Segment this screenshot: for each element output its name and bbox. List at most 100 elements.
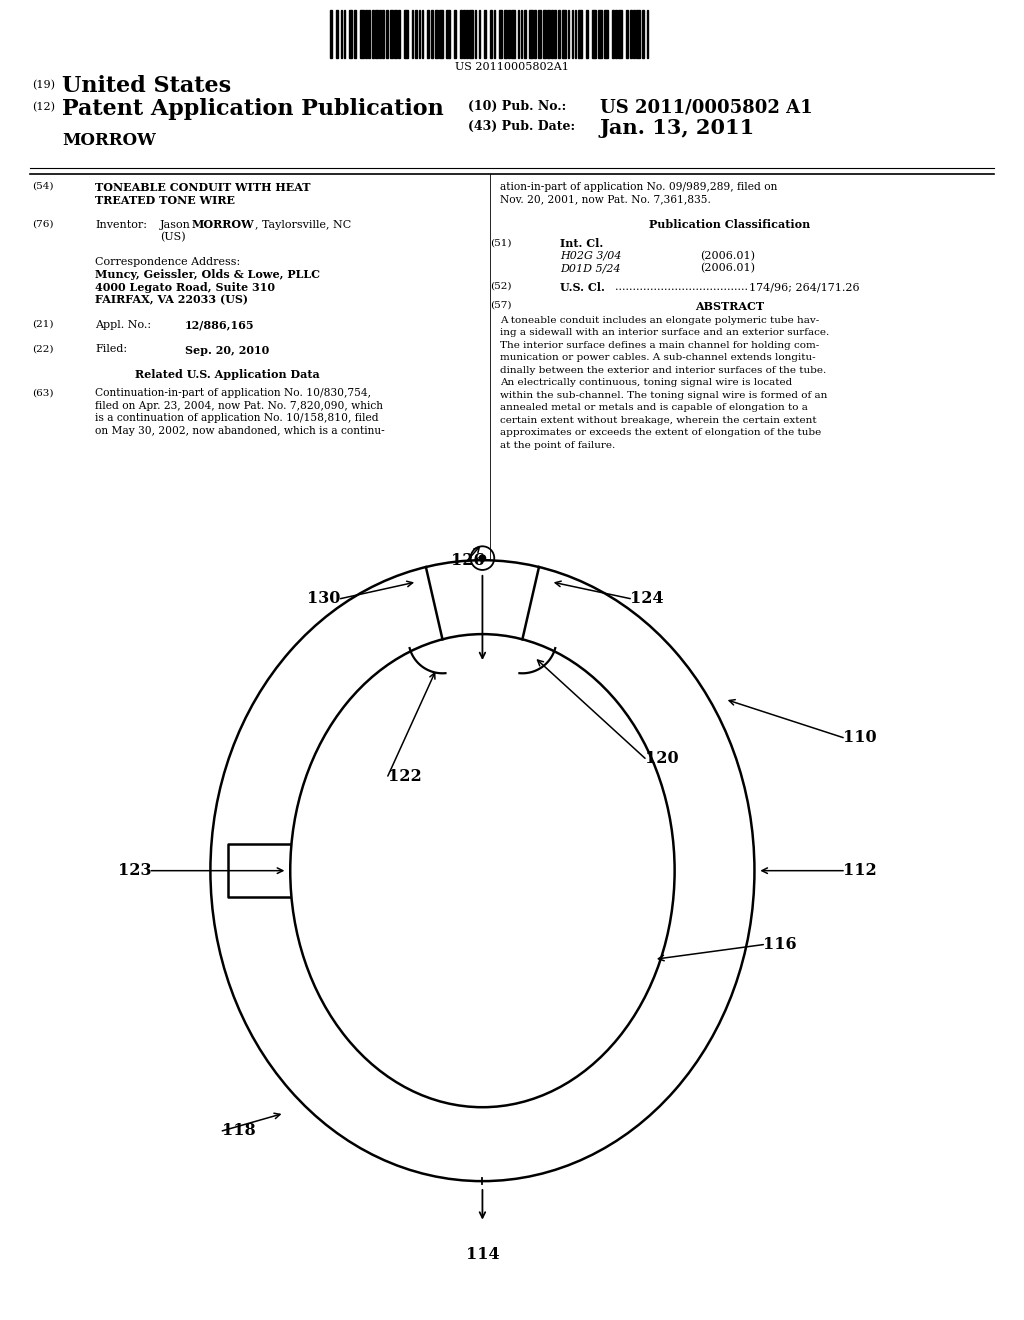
Text: 124: 124	[630, 590, 664, 607]
Text: ation-in-part of application No. 09/989,289, filed on: ation-in-part of application No. 09/989,…	[500, 182, 777, 191]
Bar	[547, 11, 550, 58]
Bar	[368, 11, 370, 58]
Text: Appl. No.:: Appl. No.:	[95, 319, 152, 330]
Text: D01D 5/24: D01D 5/24	[560, 263, 621, 273]
Text: (52): (52)	[490, 282, 512, 290]
Bar	[463, 11, 465, 58]
Bar	[558, 11, 559, 58]
Bar	[390, 11, 392, 58]
Text: TONEABLE CONDUIT WITH HEAT: TONEABLE CONDUIT WITH HEAT	[95, 182, 310, 193]
Text: (19): (19)	[32, 81, 55, 90]
Bar	[343, 11, 345, 58]
Bar	[626, 11, 628, 58]
Circle shape	[478, 554, 486, 562]
Text: Int. Cl.: Int. Cl.	[560, 238, 603, 249]
Bar	[466, 11, 468, 58]
Text: Jan. 13, 2011: Jan. 13, 2011	[600, 117, 756, 139]
Text: H02G 3/04: H02G 3/04	[560, 251, 622, 261]
Bar	[359, 11, 364, 58]
Bar	[341, 11, 342, 58]
Bar	[520, 11, 522, 58]
Bar	[484, 11, 485, 58]
Bar	[615, 11, 616, 58]
Bar	[435, 11, 437, 58]
Bar	[567, 11, 569, 58]
Bar	[439, 11, 443, 58]
Text: The interior surface defines a main channel for holding com-: The interior surface defines a main chan…	[500, 341, 819, 350]
Bar	[630, 11, 632, 58]
Text: Patent Application Publication: Patent Application Publication	[62, 98, 443, 120]
Bar	[469, 11, 473, 58]
Text: , Taylorsville, NC: , Taylorsville, NC	[255, 219, 351, 230]
Text: MORROW: MORROW	[193, 219, 255, 231]
Bar	[578, 11, 582, 58]
Text: 122: 122	[388, 767, 422, 784]
Text: 130: 130	[307, 590, 341, 607]
Text: annealed metal or metals and is capable of elongation to a: annealed metal or metals and is capable …	[500, 403, 808, 412]
Text: ABSTRACT: ABSTRACT	[695, 301, 765, 312]
Text: (2006.01): (2006.01)	[700, 251, 755, 261]
Bar	[336, 11, 338, 58]
Bar	[375, 11, 378, 58]
Text: (12): (12)	[32, 102, 55, 112]
Bar	[646, 11, 648, 58]
Text: Muncy, Geissler, Olds & Lowe, PLLC: Muncy, Geissler, Olds & Lowe, PLLC	[95, 269, 319, 281]
Bar	[517, 11, 519, 58]
Text: Continuation-in-part of application No. 10/830,754,: Continuation-in-part of application No. …	[95, 388, 371, 399]
Bar	[571, 11, 573, 58]
Bar	[538, 11, 541, 58]
Text: 12/886,165: 12/886,165	[185, 319, 255, 330]
Text: ......................................: ......................................	[615, 282, 748, 292]
Bar	[382, 11, 384, 58]
Bar	[633, 11, 635, 58]
Bar	[554, 11, 555, 58]
Bar	[398, 11, 399, 58]
Text: 112: 112	[843, 862, 877, 879]
Bar	[478, 11, 480, 58]
Bar	[604, 11, 608, 58]
Text: 114: 114	[466, 1246, 500, 1263]
Text: Jason: Jason	[160, 219, 195, 230]
Text: within the sub-channel. The toning signal wire is formed of an: within the sub-channel. The toning signa…	[500, 391, 827, 400]
Text: U.S. Cl.: U.S. Cl.	[560, 282, 605, 293]
Bar	[543, 11, 546, 58]
Text: US 2011/0005802 A1: US 2011/0005802 A1	[600, 98, 813, 116]
Text: (51): (51)	[490, 238, 512, 247]
Bar	[528, 11, 532, 58]
Bar	[422, 11, 423, 58]
Text: (63): (63)	[32, 388, 53, 397]
Text: Inventor:: Inventor:	[95, 219, 147, 230]
Text: approximates or exceeds the extent of elongation of the tube: approximates or exceeds the extent of el…	[500, 428, 821, 437]
Text: on May 30, 2002, now abandoned, which is a continu-: on May 30, 2002, now abandoned, which is…	[95, 426, 385, 436]
Bar	[636, 11, 640, 58]
Bar	[592, 11, 596, 58]
Text: (22): (22)	[32, 345, 53, 354]
Text: A toneable conduit includes an elongate polymeric tube hav-: A toneable conduit includes an elongate …	[500, 315, 819, 325]
Bar	[445, 11, 450, 58]
Bar	[511, 11, 515, 58]
Bar	[354, 11, 355, 58]
Text: filed on Apr. 23, 2004, now Pat. No. 7,820,090, which: filed on Apr. 23, 2004, now Pat. No. 7,8…	[95, 401, 383, 411]
Bar	[330, 11, 332, 58]
Text: (54): (54)	[32, 182, 53, 191]
Bar	[574, 11, 575, 58]
Text: certain extent without breakage, wherein the certain extent: certain extent without breakage, wherein…	[500, 416, 816, 425]
Bar	[372, 11, 374, 58]
Text: 126: 126	[451, 552, 484, 569]
Text: TREATED TONE WIRE: TREATED TONE WIRE	[95, 194, 234, 206]
Text: dinally between the exterior and interior surfaces of the tube.: dinally between the exterior and interio…	[500, 366, 826, 375]
Bar	[618, 11, 622, 58]
Text: (76): (76)	[32, 219, 53, 228]
Text: Publication Classification: Publication Classification	[649, 219, 811, 231]
Text: is a continuation of application No. 10/158,810, filed: is a continuation of application No. 10/…	[95, 413, 379, 424]
Text: (21): (21)	[32, 319, 53, 329]
Text: ing a sidewall with an interior surface and an exterior surface.: ing a sidewall with an interior surface …	[500, 329, 829, 337]
Bar	[551, 11, 553, 58]
Text: US 20110005802A1: US 20110005802A1	[455, 62, 569, 73]
Text: Related U.S. Application Data: Related U.S. Application Data	[135, 370, 319, 380]
Bar	[415, 11, 417, 58]
Bar	[508, 11, 510, 58]
Text: (2006.01): (2006.01)	[700, 263, 755, 273]
Text: munication or power cables. A sub-channel extends longitu-: munication or power cables. A sub-channe…	[500, 354, 816, 362]
Bar	[534, 11, 536, 58]
